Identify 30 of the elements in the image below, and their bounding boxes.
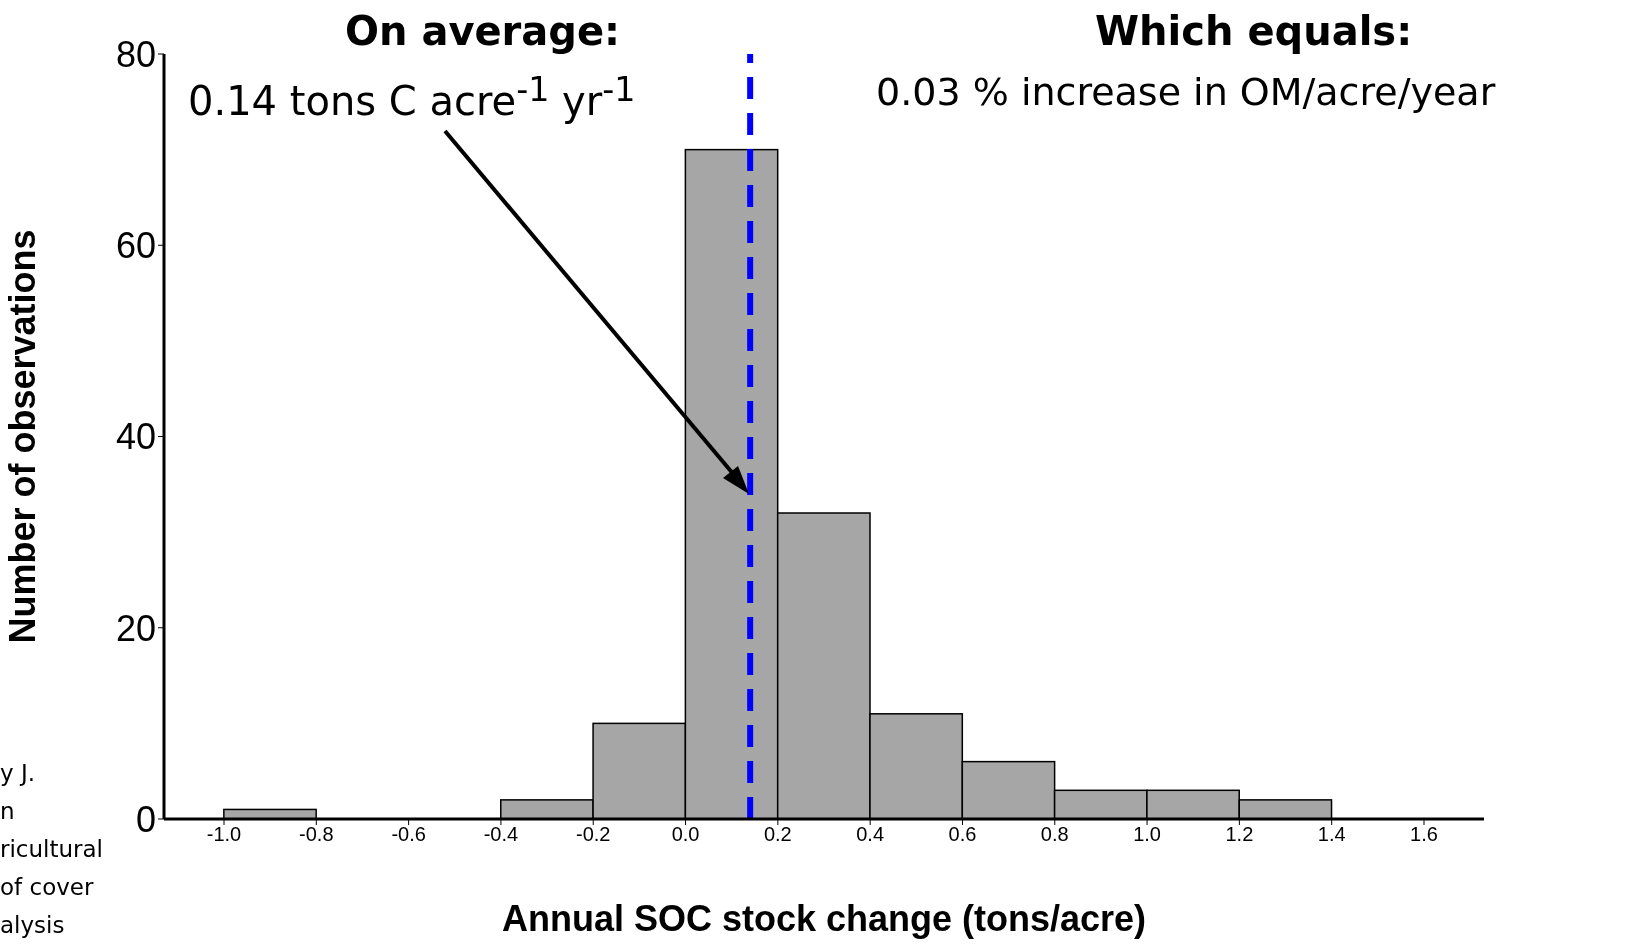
x-tick-label: 0.0 [671,823,700,846]
text: n [0,798,15,824]
annotation: 0.14 tons C acre$^{-1}$ yr$^{-1}$ [188,70,636,125]
x-tick-label: 1.2 [1225,823,1254,846]
annotation: 0.03 % increase in OM/acre/year [876,70,1496,114]
y-tick-label: 80 [115,33,156,75]
x-tick-label: 1.4 [1317,823,1346,846]
x-tick-label: -0.2 [576,823,611,846]
x-tick-label: 1.0 [1133,823,1161,846]
x-tick-label: 1.6 [1410,823,1438,846]
x-tick-label: 0.2 [763,823,792,846]
y-tick-label: 40 [115,416,156,458]
x-tick-label: -0.6 [391,823,426,846]
x-tick-label: -0.8 [299,823,334,846]
annotation: Which equals: [1095,8,1413,54]
y-tick-label: 60 [115,225,156,267]
x-tick-label: -1.0 [206,823,242,846]
text: of cover [0,874,94,900]
y-axis-title: Number of observations [1,229,43,644]
y-tick-label: 20 [115,607,156,649]
x-tick-label: 0.4 [856,823,885,846]
x-tick-label: -0.4 [483,823,519,846]
text: ricultural [0,836,103,862]
x-axis-title: Annual SOC stock change (tons/acre) [501,898,1147,939]
text: alysis [0,912,65,938]
x-tick-label: 0.6 [948,823,977,846]
x-tick-label: 0.8 [1040,823,1069,846]
y-tick-label: 0 [135,798,156,840]
annotation: On average: [345,8,621,54]
text: y J. [0,760,36,786]
